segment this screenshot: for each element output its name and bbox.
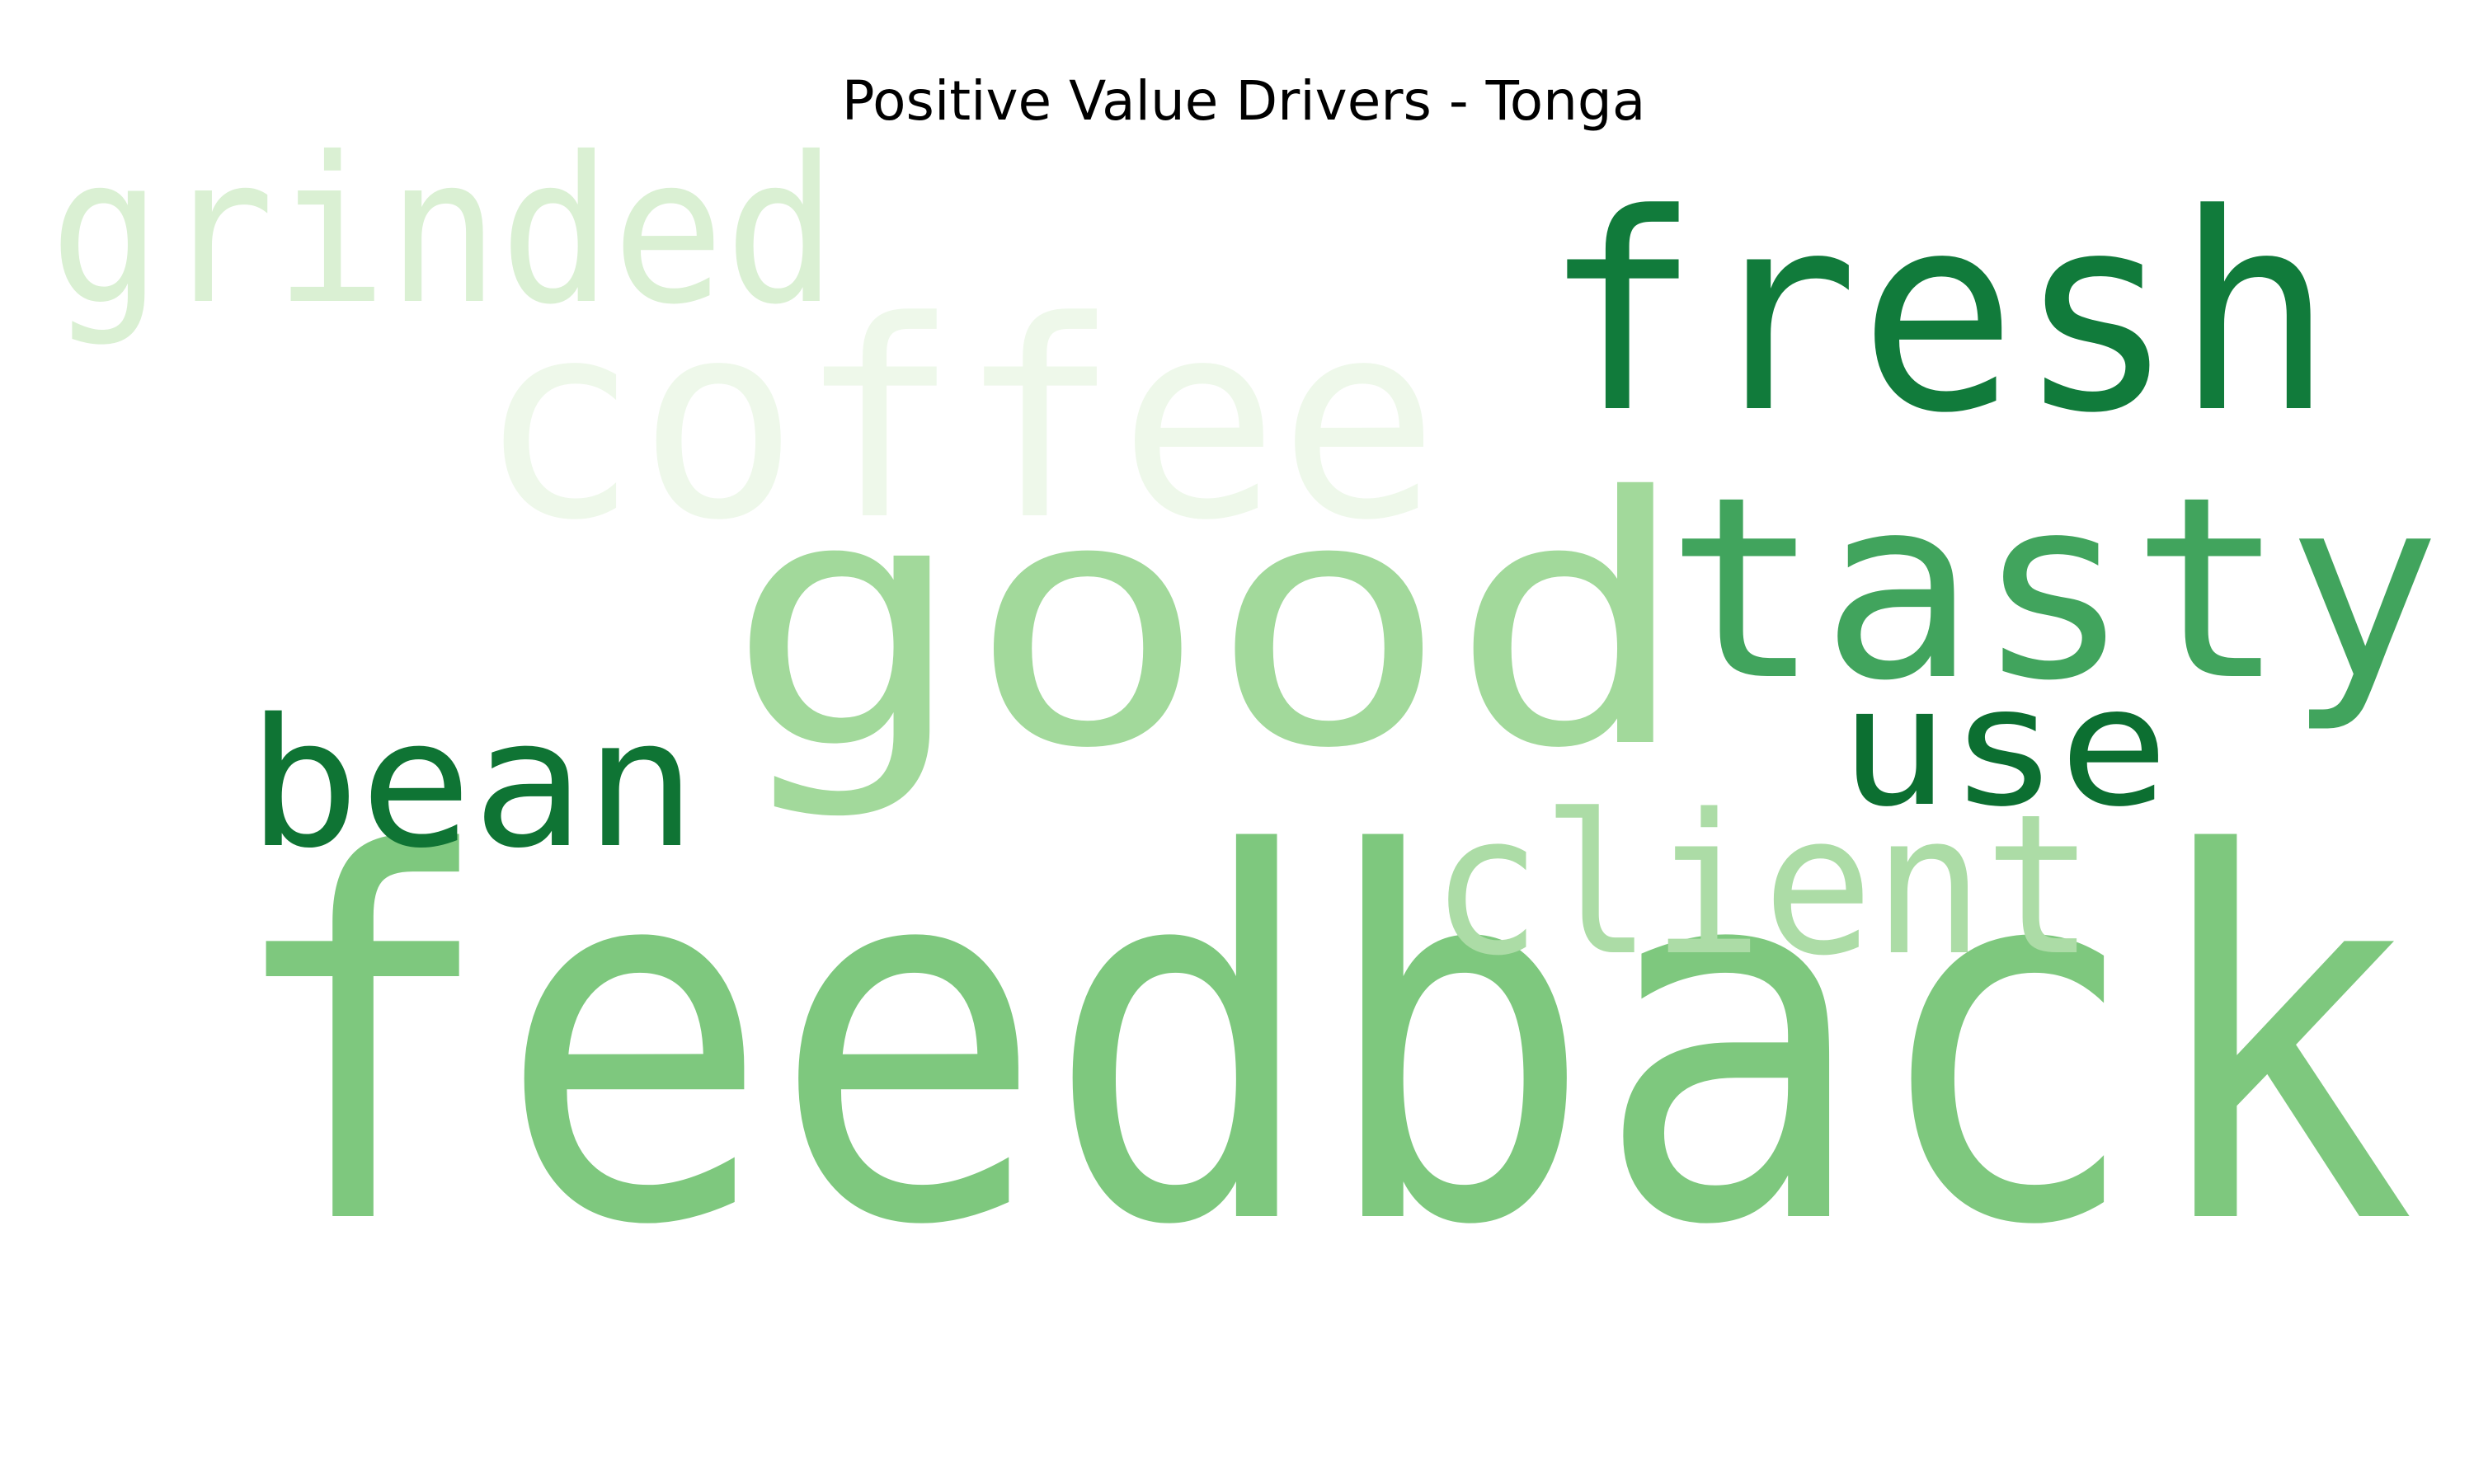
word-client: client	[1431, 773, 2095, 998]
word-use: use	[1839, 651, 2169, 843]
word-tasty: tasty	[1666, 443, 2441, 735]
word-grinded: grinded	[49, 114, 837, 349]
word-bean: bean	[247, 680, 697, 887]
word-good: good	[726, 425, 1691, 823]
word-coffee: coffee	[478, 263, 1439, 580]
word-fresh: fresh	[1542, 156, 2334, 472]
word-feedback: feedback	[223, 749, 2416, 1335]
chart-title: Positive Value Drivers - Tonga	[842, 69, 1646, 133]
